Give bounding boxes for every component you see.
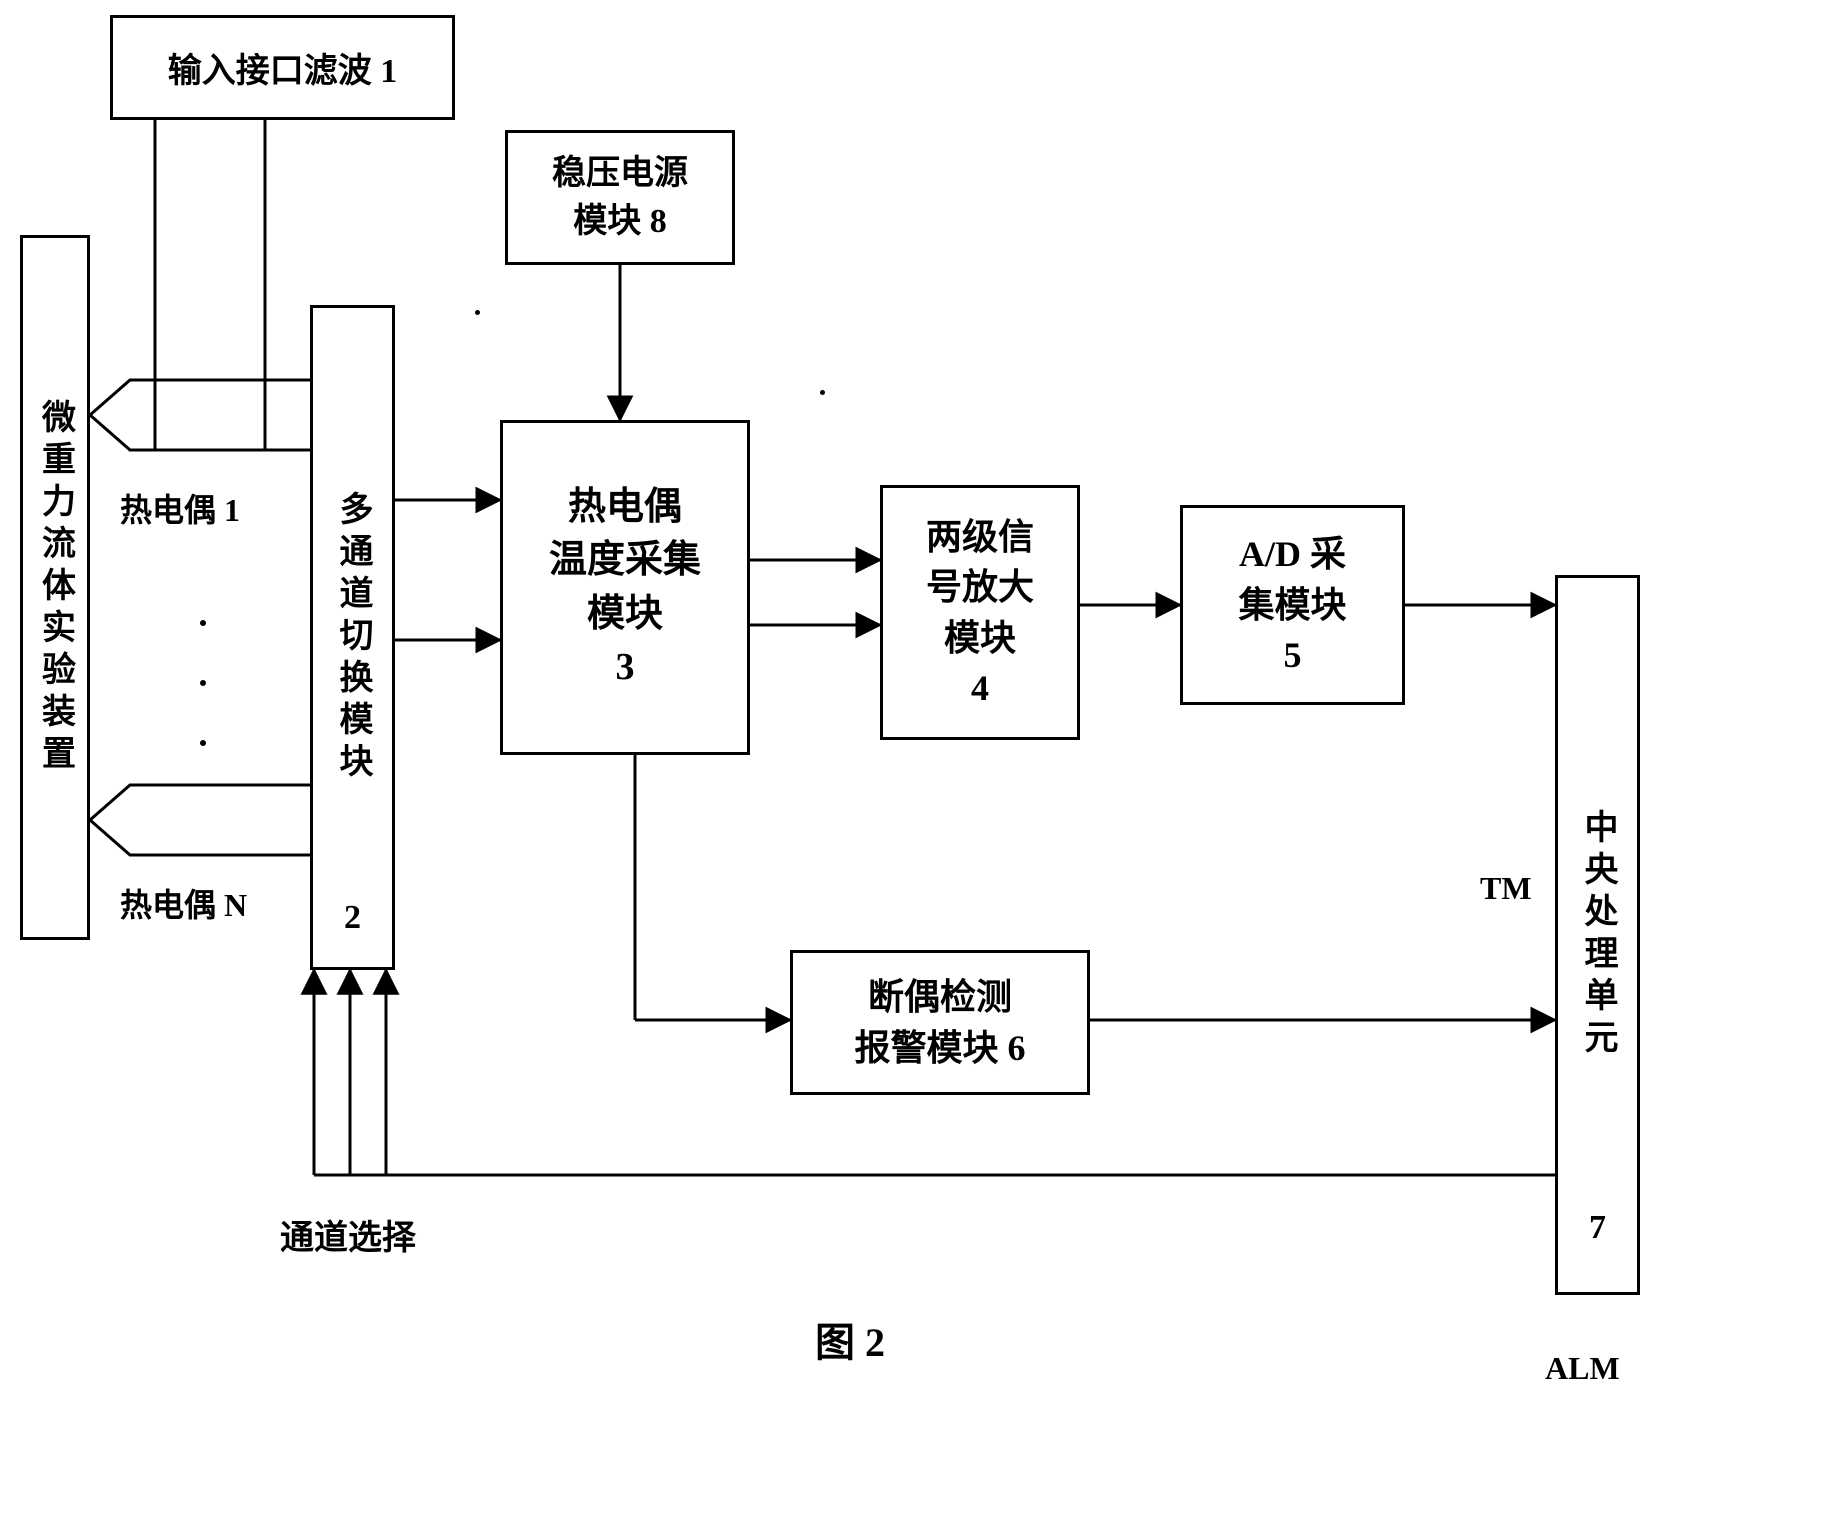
acq-l2: 温度采集 xyxy=(549,534,701,587)
dot-icon xyxy=(200,620,206,626)
alarm-l2: 报警模块 6 xyxy=(854,1023,1025,1073)
dot-icon xyxy=(200,740,206,746)
amp-l3: 模块 xyxy=(926,613,1034,663)
switch-label: 多通道切换模块 xyxy=(328,491,377,785)
cpu-label: 中央处理单元 xyxy=(1579,809,1616,1061)
input-filter-label: 输入接口滤波 1 xyxy=(168,43,398,92)
thermocouple-1-shape xyxy=(90,370,310,460)
alm-label: ALM xyxy=(1545,1350,1620,1387)
alarm-node: 断偶检测 报警模块 6 xyxy=(790,950,1090,1095)
acq-l4: 3 xyxy=(549,641,701,694)
cpu-node: 中央处理单元 7 xyxy=(1555,575,1640,1295)
amplify-node: 两级信 号放大 模块 4 xyxy=(880,485,1080,740)
adc-l1: A/D 采 xyxy=(1238,529,1346,579)
amp-l2: 号放大 xyxy=(926,562,1034,612)
device-node: 微重力流体实验装置 xyxy=(20,235,90,940)
figure-caption: 图 2 xyxy=(815,1310,885,1368)
scan-dot xyxy=(820,390,825,395)
adc-node: A/D 采 集模块 5 xyxy=(1180,505,1405,705)
power-node: 稳压电源 模块 8 xyxy=(505,130,735,265)
dot-icon xyxy=(200,680,206,686)
channel-select-label: 通道选择 xyxy=(280,1210,416,1259)
acq-l3: 模块 xyxy=(549,588,701,641)
input-filter-node: 输入接口滤波 1 xyxy=(110,15,455,120)
alarm-l1: 断偶检测 xyxy=(854,972,1025,1022)
thermocouple-1-label: 热电偶 1 xyxy=(120,485,240,531)
switch-node: 多通道切换模块 2 xyxy=(310,305,395,970)
amp-l4: 4 xyxy=(926,663,1034,713)
switch-num: 2 xyxy=(344,899,361,937)
scan-dot xyxy=(475,310,480,315)
amp-l1: 两级信 xyxy=(926,512,1034,562)
thermocouple-n-shape xyxy=(90,775,310,865)
tm-label: TM xyxy=(1480,870,1532,907)
cpu-num: 7 xyxy=(1589,1209,1606,1247)
adc-l2: 集模块 xyxy=(1238,580,1346,630)
device-label: 微重力流体实验装置 xyxy=(31,399,80,777)
acquire-node: 热电偶 温度采集 模块 3 xyxy=(500,420,750,755)
adc-l3: 5 xyxy=(1238,630,1346,680)
power-l2: 模块 8 xyxy=(552,198,688,246)
acq-l1: 热电偶 xyxy=(549,481,701,534)
power-l1: 稳压电源 xyxy=(552,150,688,198)
thermocouple-n-label: 热电偶 N xyxy=(120,880,247,926)
